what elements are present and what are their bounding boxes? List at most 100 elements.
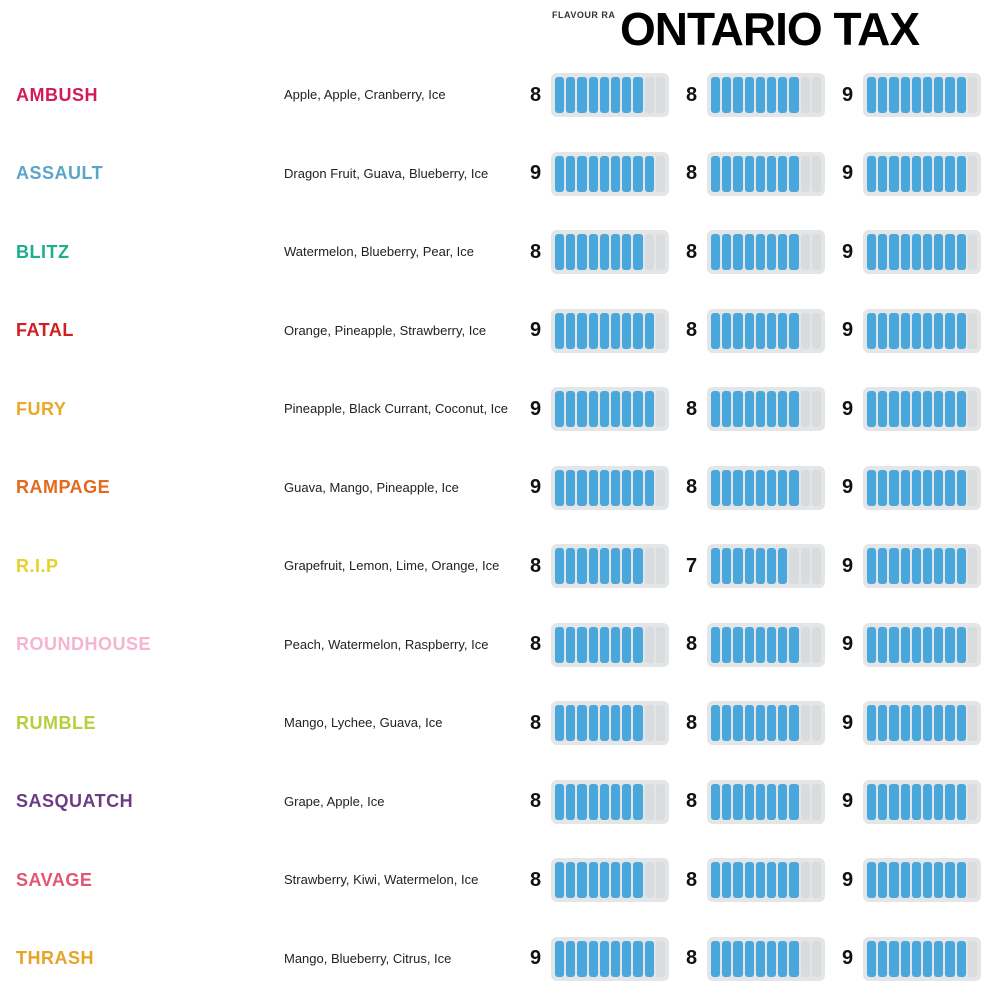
rating-bar-segment [778,156,787,192]
rating-bar-segment [600,156,609,192]
rating-bar-segment [633,862,642,898]
rating-bars [551,858,669,902]
rating-bar-segment [912,77,921,113]
rating-bar-segment [778,941,787,977]
rating-bar-segment [878,234,887,270]
rating-bar-segment [968,234,977,270]
rating-bar-segment [889,156,898,192]
rating-number: 9 [842,84,856,107]
rating-bar-segment [733,548,742,584]
rating-bar-segment [934,784,943,820]
rating-bar-segment [622,313,631,349]
rating-bar-segment [656,705,665,741]
rating-bar-segment [622,941,631,977]
rating-bar-segment [901,234,910,270]
rating-bar-segment [767,77,776,113]
rating-bars [551,387,669,431]
rating-bar-segment [722,470,731,506]
rating-cell: 9 [842,466,990,510]
rating-bar-segment [600,313,609,349]
rating-bar-segment [889,391,898,427]
rating-bar-segment [645,784,654,820]
rating-bars [707,858,825,902]
rating-bar-segment [645,941,654,977]
rating-number: 9 [530,476,544,499]
rating-bar-segment [968,862,977,898]
rating-bar-segment [801,548,810,584]
rating-bar-segment [756,627,765,663]
rating-cell: 8 [530,230,678,274]
rating-bar-segment [577,627,586,663]
rating-bar-segment [566,156,575,192]
rating-bar-segment [577,77,586,113]
flavour-ingredients: Mango, Lychee, Guava, Ice [284,714,522,732]
rating-bar-segment [745,313,754,349]
rating-bar-segment [778,627,787,663]
rating-bar-segment [589,941,598,977]
rating-bar-segment [555,941,564,977]
rating-bars [707,73,825,117]
flavour-row: R.I.PGrapefruit, Lemon, Lime, Orange, Ic… [16,527,990,606]
flavour-ingredients: Watermelon, Blueberry, Pear, Ice [284,243,522,261]
rating-cell: 8 [530,701,678,745]
rating-bar-segment [656,470,665,506]
rating-bar-segment [812,862,821,898]
rating-bar-segment [745,156,754,192]
rating-bar-segment [767,862,776,898]
rating-bar-segment [889,627,898,663]
rating-bar-segment [633,470,642,506]
rating-bar-segment [778,391,787,427]
rating-bar-segment [945,313,954,349]
rating-bar-segment [912,391,921,427]
rating-bar-segment [789,313,798,349]
flavour-name: SAVAGE [16,870,276,891]
rating-bar-segment [801,234,810,270]
rating-bar-segment [767,313,776,349]
rating-bar-segment [622,77,631,113]
rating-cell: 8 [686,858,834,902]
rating-bar-segment [600,627,609,663]
rating-bar-segment [756,77,765,113]
rating-bar-segment [945,862,954,898]
rating-bar-segment [756,156,765,192]
rating-bar-segment [611,313,620,349]
rating-bar-segment [778,784,787,820]
rating-bar-segment [745,470,754,506]
rating-bar-segment [589,391,598,427]
flavour-ingredients: Strawberry, Kiwi, Watermelon, Ice [284,871,522,889]
rating-bar-segment [867,156,876,192]
rating-number: 9 [530,947,544,970]
rating-bar-segment [633,941,642,977]
rating-bar-segment [923,784,932,820]
rating-bar-segment [889,77,898,113]
rating-bar-segment [867,77,876,113]
flavour-row: FURYPineapple, Black Currant, Coconut, I… [16,370,990,449]
rating-number: 8 [686,398,700,421]
rating-cell: 9 [842,387,990,431]
flavour-row: RUMBLEMango, Lychee, Guava, Ice889 [16,684,990,763]
rating-bar-segment [745,234,754,270]
rating-bar-segment [622,862,631,898]
rating-bar-segment [733,234,742,270]
rating-cell: 8 [530,780,678,824]
rating-bar-segment [812,548,821,584]
rating-bar-segment [889,862,898,898]
rating-bar-segment [656,156,665,192]
rating-bar-segment [611,470,620,506]
rating-bar-segment [645,470,654,506]
rating-bar-segment [745,705,754,741]
rating-bar-segment [589,784,598,820]
rating-bar-segment [812,156,821,192]
rating-bar-segment [789,156,798,192]
rating-bar-segment [577,548,586,584]
rating-cell: 9 [842,858,990,902]
rating-bar-segment [633,234,642,270]
rating-bar-segment [577,391,586,427]
rating-bars [863,623,981,667]
flavour-name: BLITZ [16,242,276,263]
rating-bar-segment [923,391,932,427]
rating-number: 9 [530,162,544,185]
rating-bar-segment [633,156,642,192]
rating-number: 9 [530,398,544,421]
rating-bar-segment [611,705,620,741]
